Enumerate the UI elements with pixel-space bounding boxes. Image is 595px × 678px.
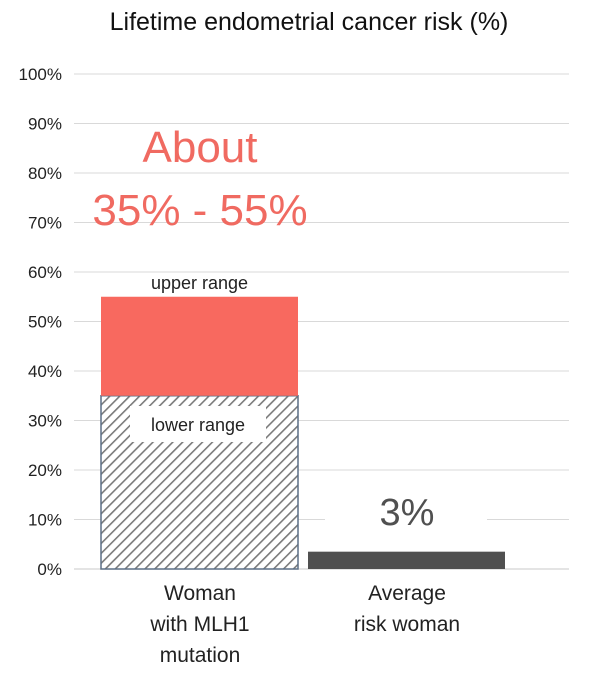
y-tick-label: 80% — [28, 164, 62, 183]
bar-segment-upper-range — [101, 296, 298, 396]
y-tick-label: 40% — [28, 362, 62, 381]
lower-range-label-box — [130, 406, 266, 442]
range-annotation-line-1: About — [143, 123, 258, 172]
x-axis-categories: Woman with MLH1 mutation Average risk woman — [149, 582, 460, 667]
range-annotation-line-2: 35% - 55% — [92, 186, 307, 235]
y-tick-label: 30% — [28, 412, 62, 431]
y-tick-label: 10% — [28, 511, 62, 530]
y-tick-label: 100% — [19, 65, 62, 84]
y-tick-label: 70% — [28, 214, 62, 233]
upper-range-label: upper range — [151, 273, 248, 293]
lower-range-label: lower range — [151, 415, 245, 435]
annotations: About 35% - 55% upper range lower range 3% — [92, 123, 487, 540]
x-category-label: Average risk woman — [354, 582, 460, 636]
y-tick-label: 0% — [37, 560, 62, 579]
average-value-label-box — [325, 478, 487, 540]
y-axis-ticks: 0% 10% 20% 30% 40% 50% 60% 70% 80% 90% 100% — [19, 65, 62, 579]
y-tick-label: 20% — [28, 461, 62, 480]
x-category-label: Woman with MLH1 mutation — [149, 582, 249, 667]
y-tick-label: 90% — [28, 115, 62, 134]
chart-title: Lifetime endometrial cancer risk (%) — [110, 8, 509, 36]
y-tick-label: 50% — [28, 313, 62, 332]
y-tick-label: 60% — [28, 263, 62, 282]
bar-average-risk — [308, 551, 505, 569]
average-value-label: 3% — [380, 492, 435, 534]
